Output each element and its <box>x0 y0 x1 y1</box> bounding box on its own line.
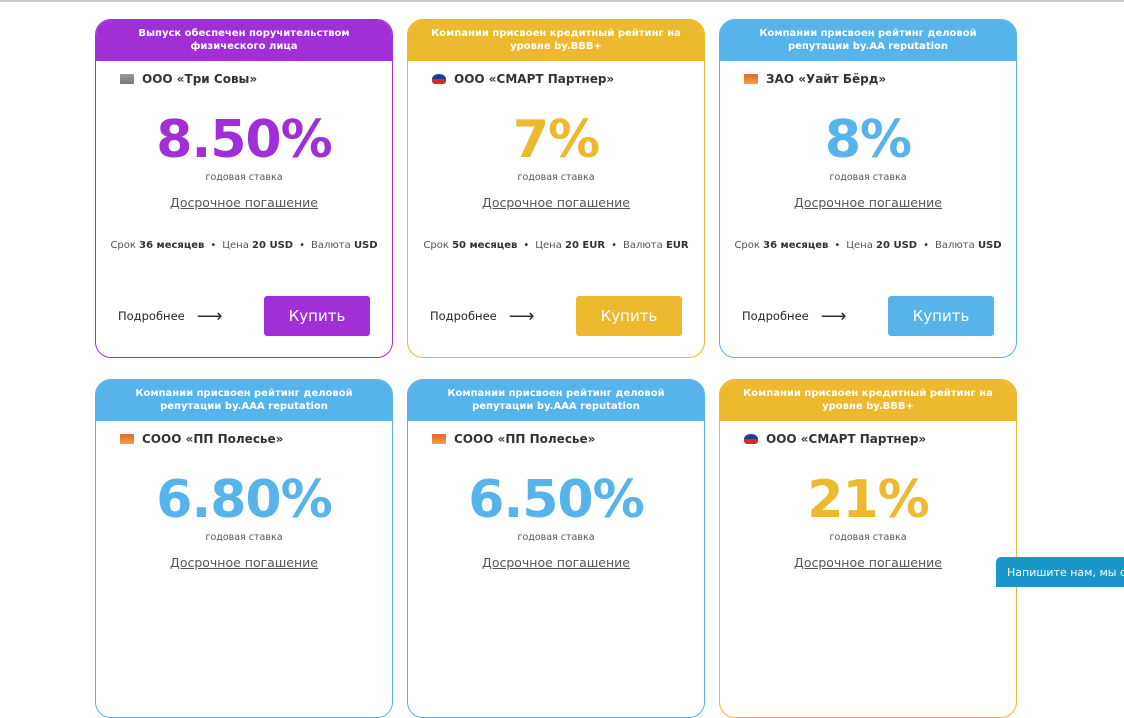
company: ООО «СМАРТ Партнер» <box>432 72 704 86</box>
bond-card: Выпуск обеспечен поручительством физичес… <box>95 19 393 358</box>
company: ЗАО «Уайт Бёрд» <box>744 72 1016 86</box>
early-redemption-link[interactable]: Досрочное погашение <box>170 195 318 210</box>
company-name: СООО «ПП Полесье» <box>142 432 284 446</box>
rate-caption: годовая ставка <box>517 532 595 543</box>
rate-value: 21% <box>807 470 929 530</box>
card-header-badge: Компании присвоен рейтинг деловой репута… <box>720 20 1016 61</box>
more-link[interactable]: Подробнее ⟶ <box>430 306 535 327</box>
term-label: Срок <box>423 240 449 251</box>
more-label: Подробнее <box>742 309 809 323</box>
rate-caption: годовая ставка <box>829 172 907 183</box>
card-header-badge: Выпуск обеспечен поручительством физичес… <box>96 20 392 61</box>
rate-caption: годовая ставка <box>517 172 595 183</box>
company-logo-icon <box>120 434 134 444</box>
price-value: 20 EUR <box>565 240 606 251</box>
early-redemption-link[interactable]: Досрочное погашение <box>170 555 318 570</box>
rate-caption: годовая ставка <box>205 172 283 183</box>
company-logo-icon <box>744 74 758 84</box>
card-header-badge: Компании присвоен рейтинг деловой репута… <box>408 380 704 421</box>
term-label: Срок <box>734 240 760 251</box>
company-name: СООО «ПП Полесье» <box>454 432 596 446</box>
more-link[interactable]: Подробнее ⟶ <box>118 306 223 327</box>
term-value: 50 месяцев <box>452 240 518 251</box>
card-header-badge: Компании присвоен кредитный рейтинг на у… <box>720 380 1016 421</box>
price-label: Цена <box>222 240 249 251</box>
bond-card: Компании присвоен кредитный рейтинг на у… <box>719 379 1017 718</box>
company-name: ЗАО «Уайт Бёрд» <box>766 72 887 86</box>
term-label: Срок <box>110 240 136 251</box>
currency-value: USD <box>353 240 378 251</box>
bond-details: Срок 36 месяцев • Цена 20 USD • Валюта USD <box>110 240 378 251</box>
bond-card: Компании присвоен рейтинг деловой репута… <box>719 19 1017 358</box>
bond-card: Компании присвоен рейтинг деловой репута… <box>407 379 705 718</box>
more-label: Подробнее <box>118 309 185 323</box>
price-label: Цена <box>535 240 562 251</box>
company: ООО «Три Совы» <box>120 72 392 86</box>
price-value: 20 USD <box>252 240 294 251</box>
card-header-badge: Компании присвоен рейтинг деловой репута… <box>96 380 392 421</box>
top-divider <box>0 0 1124 2</box>
currency-label: Валюта <box>622 240 663 251</box>
currency-label: Валюта <box>934 240 975 251</box>
bond-card: Компании присвоен кредитный рейтинг на у… <box>407 19 705 358</box>
rate-value: 7% <box>512 110 600 170</box>
company-name: ООО «Три Совы» <box>142 72 258 86</box>
card-header-badge: Компании присвоен кредитный рейтинг на у… <box>408 20 704 61</box>
buy-button[interactable]: Купить <box>264 296 370 336</box>
company-logo-icon <box>432 434 446 444</box>
bond-details: Срок 50 месяцев • Цена 20 EUR • Валюта EUR <box>423 240 689 251</box>
rate-value: 6.50% <box>468 470 644 530</box>
price-label: Цена <box>846 240 873 251</box>
arrow-right-icon: ⟶ <box>820 305 847 327</box>
arrow-right-icon: ⟶ <box>508 305 535 327</box>
rate-value: 8% <box>824 110 912 170</box>
price-value: 20 USD <box>876 240 918 251</box>
company-name: ООО «СМАРТ Партнер» <box>766 432 927 446</box>
bond-details: Срок 36 месяцев • Цена 20 USD • Валюта USD <box>734 240 1002 251</box>
early-redemption-link[interactable]: Досрочное погашение <box>794 195 942 210</box>
rate-value: 6.80% <box>156 470 332 530</box>
currency-label: Валюта <box>310 240 351 251</box>
early-redemption-link[interactable]: Досрочное погашение <box>482 195 630 210</box>
term-value: 36 месяцев <box>763 240 829 251</box>
chat-widget-button[interactable]: Напишите нам, мы онлайн! <box>996 557 1124 587</box>
company: СООО «ПП Полесье» <box>120 432 392 446</box>
buy-button[interactable]: Купить <box>888 296 994 336</box>
company-logo-icon <box>744 434 758 444</box>
buy-button[interactable]: Купить <box>576 296 682 336</box>
rate-caption: годовая ставка <box>829 532 907 543</box>
company: СООО «ПП Полесье» <box>432 432 704 446</box>
early-redemption-link[interactable]: Досрочное погашение <box>482 555 630 570</box>
rate-caption: годовая ставка <box>205 532 283 543</box>
early-redemption-link[interactable]: Досрочное погашение <box>794 555 942 570</box>
more-label: Подробнее <box>430 309 497 323</box>
bond-card: Компании присвоен рейтинг деловой репута… <box>95 379 393 718</box>
currency-value: USD <box>977 240 1002 251</box>
company-logo-icon <box>432 74 446 84</box>
currency-value: EUR <box>665 240 689 251</box>
company-logo-icon <box>120 74 134 84</box>
more-link[interactable]: Подробнее ⟶ <box>742 306 847 327</box>
rate-value: 8.50% <box>156 110 332 170</box>
term-value: 36 месяцев <box>139 240 205 251</box>
arrow-right-icon: ⟶ <box>196 305 223 327</box>
company-name: ООО «СМАРТ Партнер» <box>454 72 615 86</box>
company: ООО «СМАРТ Партнер» <box>744 432 1016 446</box>
